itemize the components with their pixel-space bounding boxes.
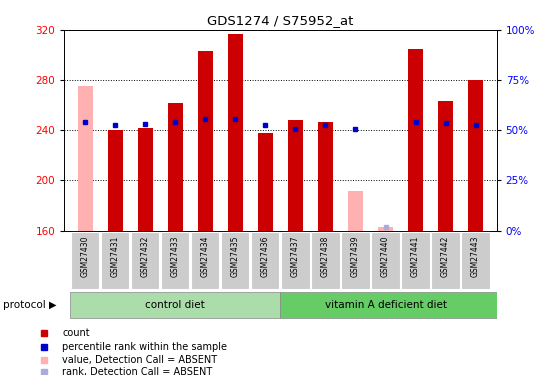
Text: GSM27435: GSM27435	[231, 236, 240, 277]
Text: GSM27430: GSM27430	[81, 236, 90, 277]
Text: GSM27438: GSM27438	[321, 236, 330, 277]
Title: GDS1274 / S75952_at: GDS1274 / S75952_at	[207, 15, 354, 27]
FancyBboxPatch shape	[341, 232, 369, 290]
FancyBboxPatch shape	[71, 232, 99, 290]
Bar	[138, 128, 153, 231]
Bar	[168, 103, 183, 231]
Bar	[228, 34, 243, 231]
FancyBboxPatch shape	[70, 292, 280, 318]
Text: GSM27443: GSM27443	[471, 236, 480, 277]
Text: GSM27440: GSM27440	[381, 236, 390, 277]
FancyBboxPatch shape	[281, 232, 310, 290]
FancyBboxPatch shape	[251, 232, 280, 290]
FancyBboxPatch shape	[280, 292, 497, 318]
Bar	[258, 133, 273, 231]
Bar	[318, 122, 333, 231]
FancyBboxPatch shape	[161, 232, 189, 290]
Text: count: count	[62, 328, 90, 339]
Bar	[198, 51, 213, 231]
Text: rank, Detection Call = ABSENT: rank, Detection Call = ABSENT	[62, 367, 213, 375]
Text: ▶: ▶	[49, 300, 57, 310]
Text: GSM27441: GSM27441	[411, 236, 420, 277]
Text: value, Detection Call = ABSENT: value, Detection Call = ABSENT	[62, 355, 218, 365]
Text: control diet: control diet	[146, 300, 205, 310]
FancyBboxPatch shape	[401, 232, 430, 290]
Text: GSM27437: GSM27437	[291, 236, 300, 277]
Text: GSM27436: GSM27436	[261, 236, 270, 277]
FancyBboxPatch shape	[461, 232, 490, 290]
FancyBboxPatch shape	[101, 232, 129, 290]
FancyBboxPatch shape	[372, 232, 400, 290]
FancyBboxPatch shape	[191, 232, 219, 290]
FancyBboxPatch shape	[131, 232, 160, 290]
Text: GSM27432: GSM27432	[141, 236, 150, 277]
Bar	[108, 130, 123, 231]
Bar	[408, 49, 423, 231]
Bar	[288, 120, 303, 231]
Bar	[378, 227, 393, 231]
Text: vitamin A deficient diet: vitamin A deficient diet	[325, 300, 446, 310]
Text: GSM27442: GSM27442	[441, 236, 450, 277]
Text: GSM27433: GSM27433	[171, 236, 180, 277]
Text: protocol: protocol	[3, 300, 46, 310]
Text: GSM27434: GSM27434	[201, 236, 210, 277]
FancyBboxPatch shape	[221, 232, 249, 290]
Bar	[468, 80, 483, 231]
Text: percentile rank within the sample: percentile rank within the sample	[62, 342, 227, 352]
FancyBboxPatch shape	[431, 232, 460, 290]
Bar	[438, 102, 453, 231]
Bar	[348, 190, 363, 231]
Text: GSM27431: GSM27431	[110, 236, 120, 277]
Bar	[78, 86, 93, 231]
FancyBboxPatch shape	[311, 232, 340, 290]
Text: GSM27439: GSM27439	[351, 236, 360, 277]
